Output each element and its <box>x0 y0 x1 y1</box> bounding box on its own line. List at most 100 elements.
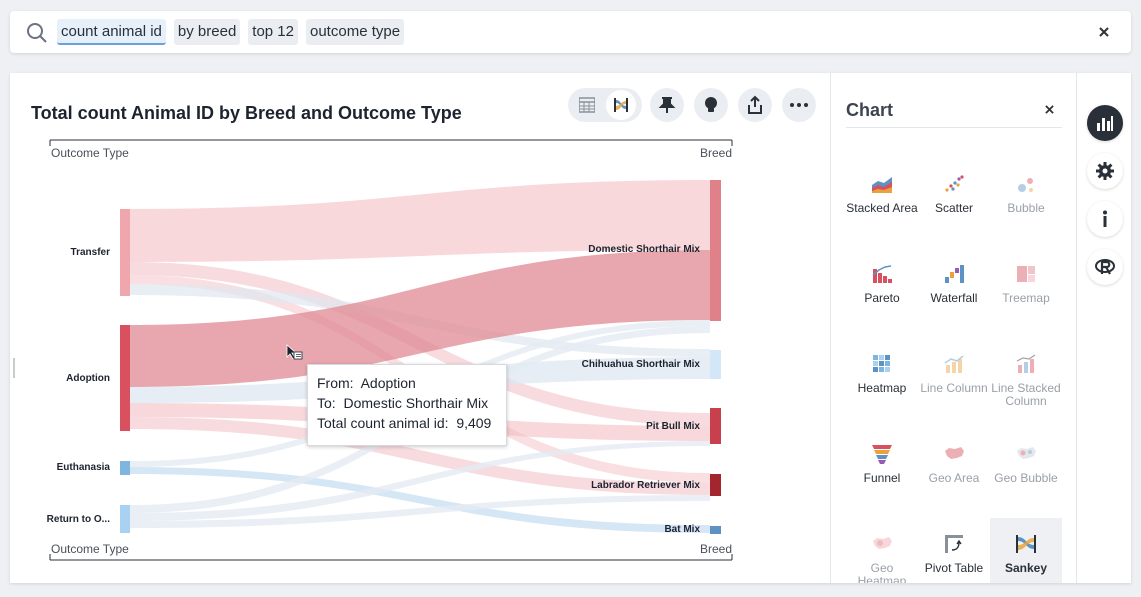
sankey-chart-icon <box>614 98 628 112</box>
scatter-icon <box>945 175 964 192</box>
search-bar[interactable]: count animal id by breed top 12 outcome … <box>10 11 1131 53</box>
bubble-icon <box>1018 178 1033 192</box>
chart-type-geo-area[interactable]: Geo Area <box>918 443 990 485</box>
chart-area: Total count Animal ID by Breed and Outco… <box>10 73 830 583</box>
target-label: Pit Bull Mix <box>646 421 700 432</box>
node-labrador[interactable] <box>710 474 721 496</box>
link-adoption-domestic[interactable] <box>130 250 710 387</box>
search-token[interactable]: outcome type <box>306 19 405 45</box>
node-domestic-shorthair[interactable] <box>710 180 721 321</box>
chart-config-button[interactable] <box>1087 105 1123 141</box>
funnel-icon <box>872 445 892 464</box>
chart-type-waterfall[interactable]: Waterfall <box>918 263 990 305</box>
chart-type-geo-bubble[interactable]: Geo Bubble <box>990 443 1062 485</box>
chart-type-label: Heatmap <box>857 381 907 395</box>
right-axis-label-top: Breed <box>700 146 732 160</box>
geo-area-icon <box>945 447 964 459</box>
link-return-pitbull[interactable] <box>130 441 710 521</box>
pivot-table-icon <box>945 535 963 553</box>
info-button[interactable] <box>1087 201 1123 237</box>
link-transfer-domestic[interactable] <box>130 180 710 262</box>
mouse-cursor-icon <box>286 344 303 360</box>
close-icon <box>1099 27 1109 37</box>
chart-type-pareto[interactable]: Pareto <box>846 263 918 305</box>
pin-icon <box>658 97 676 113</box>
chart-type-label: Pivot Table <box>924 561 984 575</box>
chart-tooltip: From: Adoption To: Domestic Shorthair Mi… <box>307 364 507 446</box>
right-rail <box>1076 73 1131 583</box>
chart-type-bubble[interactable]: Bubble <box>990 173 1062 215</box>
chart-type-pivot-table[interactable]: Pivot Table <box>918 533 990 575</box>
chart-type-line-column[interactable]: Line Column <box>918 353 990 395</box>
chart-type-label: Line Column <box>920 381 988 395</box>
search-tokens: count animal id by breed top 12 outcome … <box>57 19 405 45</box>
table-view-button[interactable] <box>572 90 602 120</box>
right-axis-label-bottom: Breed <box>700 542 732 556</box>
share-icon <box>748 95 762 114</box>
node-euthanasia[interactable] <box>120 461 130 475</box>
settings-button[interactable] <box>1087 153 1123 189</box>
close-panel-button[interactable] <box>1038 99 1060 121</box>
search-token[interactable]: by breed <box>173 19 241 45</box>
chart-type-treemap[interactable]: Treemap <box>990 263 1062 305</box>
chart-type-label: Funnel <box>863 471 901 485</box>
gear-icon <box>1096 162 1114 180</box>
search-token[interactable]: count animal id <box>57 19 166 45</box>
chart-title: Total count Animal ID by Breed and Outco… <box>31 103 462 123</box>
tooltip-from-label: From: <box>317 375 354 391</box>
geo-bubble-icon <box>1017 447 1036 459</box>
chart-type-label: Treemap <box>1002 291 1050 305</box>
answer-panel: Total count Animal ID by Breed and Outco… <box>10 73 1131 583</box>
sankey-chart: Outcome Type Breed <box>47 139 733 561</box>
chart-type-geo-heatmap[interactable]: Geo Heatmap <box>846 533 918 583</box>
source-label: Adoption <box>66 373 110 384</box>
sankey-icon <box>1016 535 1036 553</box>
target-label: Labrador Retriever Mix <box>591 480 700 491</box>
chart-type-stacked-area[interactable]: Stacked Area <box>846 173 918 215</box>
search-token[interactable]: top 12 <box>248 19 298 45</box>
line-column-icon <box>944 355 964 373</box>
target-label: Chihuahua Shorthair Mix <box>582 359 701 370</box>
more-icon <box>790 103 808 107</box>
node-transfer[interactable] <box>120 209 130 296</box>
chart-type-sankey[interactable]: Sankey <box>990 518 1062 583</box>
insight-button[interactable] <box>694 88 728 122</box>
source-label: Return to O... <box>47 514 111 525</box>
chart-type-label: Geo Bubble <box>994 471 1058 485</box>
resize-handle[interactable] <box>13 358 15 378</box>
bar-chart-icon <box>1097 116 1113 131</box>
table-icon <box>579 97 595 113</box>
heatmap-icon <box>873 355 890 372</box>
node-chihuahua[interactable] <box>710 350 721 379</box>
chart-type-panel: Chart Stacked Area Scatter Bubble <box>830 73 1076 583</box>
share-button[interactable] <box>738 88 772 122</box>
chart-type-funnel[interactable]: Funnel <box>846 443 918 485</box>
target-label: Bat Mix <box>664 524 700 535</box>
view-toggle[interactable] <box>568 88 642 122</box>
chart-type-label: Geo Area <box>928 471 980 485</box>
node-pit-bull[interactable] <box>710 408 721 444</box>
source-label: Euthanasia <box>57 462 111 473</box>
r-analysis-button[interactable] <box>1087 249 1123 285</box>
node-adoption[interactable] <box>120 325 130 431</box>
chart-type-scatter[interactable]: Scatter <box>918 173 990 215</box>
link-euthanasia-batmix[interactable] <box>130 467 710 533</box>
chart-type-label: Bubble <box>1007 201 1045 215</box>
chart-type-label: Stacked Area <box>846 201 918 215</box>
chart-type-label: Scatter <box>934 201 973 215</box>
node-return-to-owner[interactable] <box>120 505 130 533</box>
source-label: Transfer <box>71 247 111 258</box>
chart-type-label: Geo Heatmap <box>857 561 907 584</box>
pin-button[interactable] <box>650 88 684 122</box>
more-options-button[interactable] <box>782 88 816 122</box>
clear-search-button[interactable] <box>1093 21 1115 43</box>
chart-view-button[interactable] <box>606 90 636 120</box>
chart-type-label: Pareto <box>864 291 900 305</box>
node-bat-mix[interactable] <box>710 526 721 534</box>
lightbulb-icon <box>705 97 717 112</box>
treemap-icon <box>1017 266 1035 282</box>
chart-type-heatmap[interactable]: Heatmap <box>846 353 918 395</box>
link-adoption-labrador[interactable] <box>130 417 710 495</box>
chart-type-line-stacked-column[interactable]: Line Stacked Column <box>990 353 1062 408</box>
link-return-labrador[interactable] <box>130 495 710 528</box>
